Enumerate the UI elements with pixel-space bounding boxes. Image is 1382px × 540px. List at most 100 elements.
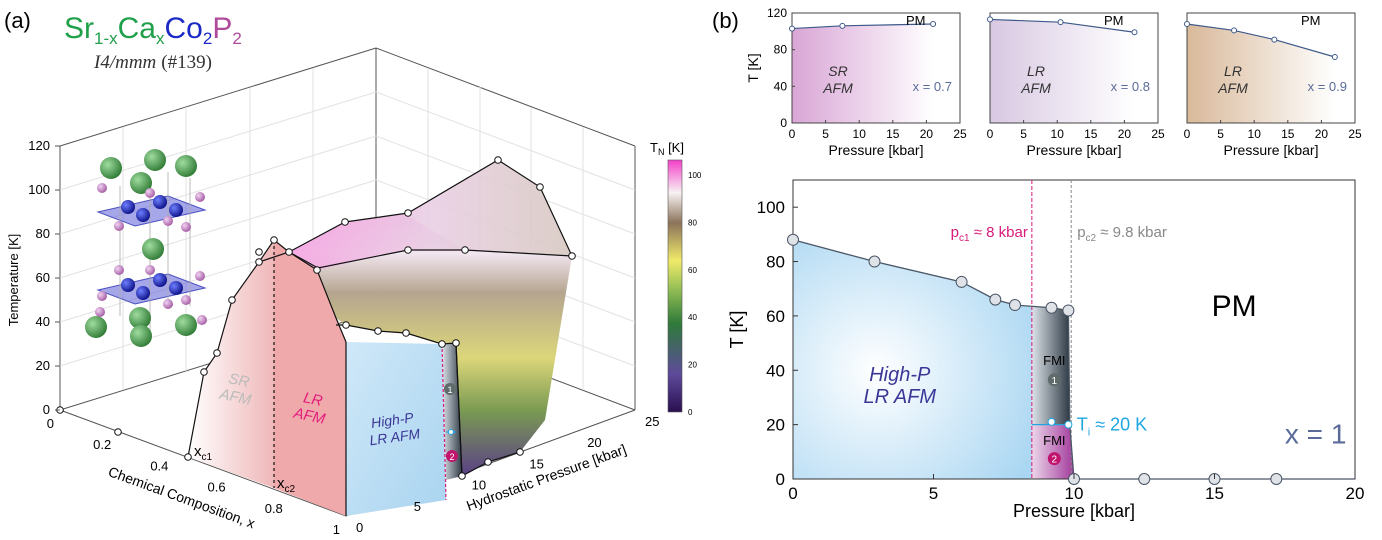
x-tick-label: 5 bbox=[1020, 127, 1027, 141]
x-tick-label: 10 bbox=[1248, 127, 1262, 141]
fmi-marker-2-label: 2 bbox=[449, 452, 454, 462]
tn-point bbox=[955, 275, 968, 288]
y-tick-label: 0 bbox=[356, 520, 363, 535]
x-tick-label: 25 bbox=[1151, 127, 1165, 141]
y-tick-label: 100 bbox=[757, 198, 785, 217]
main-chart: pc1 ≈ 8 kbar pc2 ≈ 9.8 kbar 0 5 10 15 20 0 20 40 6… bbox=[727, 179, 1364, 521]
xc1-label: xc1 bbox=[194, 443, 213, 463]
fmi-marker-1-label: 1 bbox=[447, 385, 452, 395]
y-tick-label: 120 bbox=[767, 6, 787, 20]
composition-label: x = 0.9 bbox=[1308, 79, 1347, 94]
panel-a-tag: (a) bbox=[4, 8, 31, 33]
x-axis-label: Pressure [kbar] bbox=[1224, 142, 1319, 158]
pc1-label: pc1 ≈ 8 kbar bbox=[951, 224, 1028, 244]
x-tick-label: 0.8 bbox=[265, 501, 283, 516]
y-tick-label: 10 bbox=[472, 478, 486, 493]
tn-point bbox=[1008, 299, 1021, 312]
x-tick-label: 1 bbox=[333, 522, 340, 537]
crystal-structure-illustration bbox=[85, 149, 207, 347]
z-tick-label: 20 bbox=[36, 358, 50, 373]
x-tick-label: 20 bbox=[920, 127, 934, 141]
x-tick-label: 20 bbox=[1315, 127, 1329, 141]
y-tick-label: 25 bbox=[645, 414, 659, 429]
inset-chart-2: 0 5 10 15 20 25 Pressure [kbar] PM LR AFM x = 0.8 bbox=[987, 12, 1165, 158]
x-tick-label: 25 bbox=[953, 127, 967, 141]
ti-label: Ti ≈ 20 K bbox=[1077, 415, 1147, 439]
x-tick-label: 10 bbox=[1065, 484, 1084, 503]
x-axis-label: Pressure [kbar] bbox=[1013, 501, 1135, 521]
pressure-axis-ticks: 0 5 10 15 20 25 bbox=[356, 414, 659, 535]
fmi-marker-1-label: 1 bbox=[1052, 376, 1058, 387]
inset-frame bbox=[989, 12, 1159, 124]
x-tick-label: 15 bbox=[1205, 484, 1224, 503]
region-label: LR AFM bbox=[1217, 63, 1248, 96]
x-tick-label: 0 bbox=[788, 484, 797, 503]
y-tick-label: 80 bbox=[774, 43, 788, 57]
sr-afm-label: SRAFM bbox=[217, 369, 257, 409]
tn-point bbox=[1045, 301, 1058, 314]
x-tick-label: 15 bbox=[1084, 127, 1098, 141]
sr-afm-region bbox=[188, 240, 274, 488]
fmi-1-label: FMI bbox=[1043, 353, 1065, 368]
formula-title: Sr1-xCaxCo2P2 bbox=[64, 12, 242, 48]
colorbar-title: TN [K] bbox=[650, 140, 684, 157]
inset-frame bbox=[791, 12, 961, 124]
y-tick-label: 60 bbox=[766, 307, 785, 326]
phase-points bbox=[56, 156, 576, 480]
tn-point bbox=[1131, 29, 1138, 36]
colorbar-tick-label: 40 bbox=[688, 313, 697, 322]
afm-region-fill bbox=[1187, 24, 1335, 123]
colorbar bbox=[667, 159, 683, 413]
fmi-marker-2 bbox=[1047, 452, 1061, 466]
composition-label: x = 0.7 bbox=[913, 79, 952, 94]
inset-charts: 0 5 10 15 20 25 0 40 80 120 Pressure [kbar] T [K] PM… bbox=[745, 6, 1362, 158]
inset-chart-3: 0 5 10 15 20 25 Pressure [kbar] PM LR AFM x = 0.9 bbox=[1184, 12, 1362, 158]
tn-line bbox=[1186, 23, 1336, 58]
xc2-label: xc2 bbox=[277, 475, 296, 495]
x-tick-label: 5 bbox=[1217, 127, 1224, 141]
x-axis-label: Pressure [kbar] bbox=[1027, 142, 1122, 158]
colorbar-tick-label: 100 bbox=[688, 171, 702, 180]
x-tick-label: 0 bbox=[47, 416, 54, 431]
x-axis-label: Pressure [kbar] bbox=[829, 142, 924, 158]
space-group: I4/mmm (#139) bbox=[93, 52, 212, 73]
tn-point bbox=[1331, 54, 1338, 60]
fmi-marker-1 bbox=[1047, 373, 1061, 387]
y-tick-label: 40 bbox=[766, 361, 785, 380]
x-tick-label: 15 bbox=[1281, 127, 1295, 141]
x-tick-label: 20 bbox=[1118, 127, 1132, 141]
x-tick-label: 10 bbox=[1051, 127, 1065, 141]
inset-frame bbox=[1186, 12, 1356, 124]
z-tick-label: 100 bbox=[28, 182, 50, 197]
y-tick-label: 5 bbox=[414, 499, 421, 514]
tn-point bbox=[839, 22, 846, 29]
pm-label: PM bbox=[1301, 13, 1321, 28]
tn-point bbox=[989, 293, 1002, 306]
high-p-label: High-PLR AFM bbox=[366, 409, 421, 449]
high-p-region bbox=[793, 239, 1032, 479]
lr-afm-region bbox=[274, 240, 346, 516]
inset-chart-1: 0 5 10 15 20 25 0 40 80 120 Pressure [kbar] T [K] PM… bbox=[745, 6, 967, 158]
composition-axis-ticks: 0 0.2 0.4 0.6 0.8 1 bbox=[47, 416, 340, 537]
composition-label: x = 1 bbox=[1285, 419, 1346, 450]
temperature-axis-label: Temperature [K] bbox=[6, 234, 21, 327]
tn-point bbox=[1271, 36, 1278, 43]
region-label: LR AFM bbox=[1020, 63, 1051, 96]
ti-point bbox=[1047, 417, 1056, 426]
x-tick-label: 10 bbox=[853, 127, 867, 141]
x-tick-label: 0 bbox=[1184, 127, 1191, 141]
y-tick-label: 15 bbox=[529, 456, 543, 471]
y-tick-label: 20 bbox=[587, 435, 601, 450]
y-axis-label: T [K] bbox=[745, 53, 761, 82]
x-tick-label: 0 bbox=[987, 127, 994, 141]
colorbar-tick-label: 0 bbox=[688, 408, 693, 417]
x-tick-label: 5 bbox=[929, 484, 938, 503]
fmi-marker-2-label: 2 bbox=[1052, 455, 1058, 466]
zero-point bbox=[1138, 473, 1151, 485]
afm-region-fill bbox=[990, 19, 1135, 124]
x-tick-label: 0.6 bbox=[208, 480, 226, 495]
fmi-2-region bbox=[1031, 424, 1074, 479]
x-tick-label: 0.4 bbox=[150, 458, 168, 473]
